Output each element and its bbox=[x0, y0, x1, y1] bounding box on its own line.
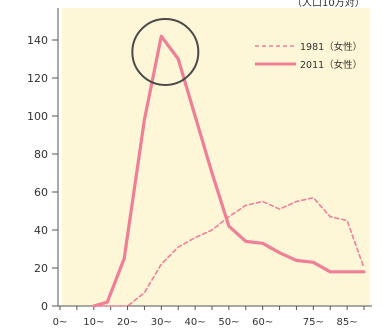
x-tick-label: 10~ bbox=[83, 317, 104, 328]
x-tick-label: 20~ bbox=[117, 317, 138, 328]
y-tick-label: 0 bbox=[41, 300, 48, 313]
series-line-2011 bbox=[92, 34, 366, 308]
x-tick-label: 50~ bbox=[218, 317, 239, 328]
unit-label: （人口10万対） bbox=[292, 0, 365, 9]
y-tick-label: 140 bbox=[27, 34, 48, 47]
y-axis: 0 20 40 60 80 100 120 140 bbox=[27, 8, 59, 313]
y-tick-label: 60 bbox=[34, 186, 48, 199]
y-tick-label: 20 bbox=[34, 262, 48, 275]
series-group bbox=[92, 34, 366, 308]
plot-background bbox=[62, 8, 370, 306]
highlight-circle bbox=[131, 18, 200, 86]
y-tick-label: 100 bbox=[27, 110, 48, 123]
x-tick-label: 85~ bbox=[337, 317, 358, 328]
x-tick-label: 30~ bbox=[151, 317, 172, 328]
series-line-1981 bbox=[93, 196, 365, 307]
y-tick-label: 40 bbox=[34, 224, 48, 237]
y-tick-label: 80 bbox=[34, 148, 48, 161]
x-tick-label: 75~ bbox=[303, 317, 324, 328]
x-axis: 0~ 10~ 20~ 30~ 40~ 50~ 60~ 75~ 85~ bbox=[53, 305, 372, 328]
annotations bbox=[131, 18, 200, 86]
x-tick-label: 60~ bbox=[252, 317, 273, 328]
x-tick-label: 40~ bbox=[185, 317, 206, 328]
legend-label: 2011（女性） bbox=[300, 59, 362, 71]
y-tick-label: 120 bbox=[27, 72, 48, 85]
legend: 1981（女性） 2011（女性） bbox=[255, 41, 362, 71]
x-tick-label: 0~ bbox=[53, 317, 68, 328]
legend-label: 1981（女性） bbox=[300, 41, 362, 53]
